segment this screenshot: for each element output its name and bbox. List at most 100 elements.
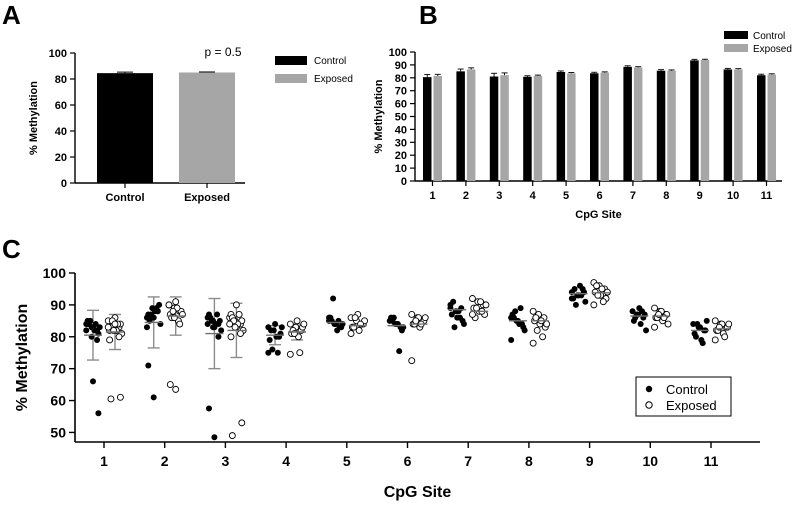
panel-c-legend-box	[635, 376, 732, 417]
panel-c-point-control	[215, 333, 222, 340]
panel-a-y-axis-label: % Methylation	[28, 81, 40, 155]
panel-c-x-tick-label: 7	[464, 453, 472, 469]
panel-c-point-control	[94, 336, 101, 343]
panel-c-scatter-chart: 50 60 70 80 90 100 % Methylation 1 2 3 4 5 6 7 8 9 10 11 C…	[14, 265, 760, 501]
panel-c-point-control	[643, 327, 650, 334]
panel-c-point-control	[521, 327, 528, 334]
panel-c-point-exposed	[725, 320, 733, 328]
panel-b-bar-exposed	[433, 75, 442, 181]
panel-c-point-control	[510, 314, 517, 321]
panel-b-bar-control	[423, 77, 432, 181]
panel-a-legend-swatch	[275, 74, 307, 83]
panel-c-point-control	[576, 282, 583, 289]
panel-c-x-tick-label: 10	[643, 453, 659, 469]
panel-b-y-tick-label: 50	[395, 112, 407, 124]
panel-c-point-control	[456, 314, 463, 321]
panel-a-legend-label: Control	[314, 56, 346, 67]
panel-b-y-tick-label: 40	[395, 124, 407, 136]
panel-c-point-exposed	[593, 282, 600, 290]
panel-b-bar-control	[690, 60, 699, 182]
panel-c-point-control	[703, 317, 710, 324]
panel-b-y-tick-label: 20	[395, 150, 407, 162]
panel-b-x-tick-label: 10	[727, 190, 739, 202]
panel-c-letter: C	[2, 234, 21, 264]
panel-c-point-exposed	[236, 330, 244, 338]
panel-c-point-exposed	[115, 333, 123, 341]
panel-c-point-control	[334, 327, 341, 334]
panel-c-point-control	[211, 434, 218, 441]
panel-c-point-exposed	[231, 323, 239, 331]
panel-c-point-exposed	[238, 419, 246, 427]
panel-c-y-tick-label: 80	[50, 329, 66, 345]
panel-c-point-exposed	[421, 314, 429, 322]
panel-c-legend-label: Exposed	[666, 398, 717, 413]
panel-c-x-tick-label: 4	[282, 453, 290, 469]
panel-c-point-exposed	[286, 350, 294, 358]
panel-c-point-exposed	[598, 285, 606, 293]
panel-b-bar-control	[590, 73, 599, 181]
panel-c-point-exposed	[477, 298, 484, 306]
panel-c-point-control	[216, 317, 223, 324]
panel-c-point-control	[143, 324, 150, 331]
panel-c-x-tick-label: 2	[161, 453, 169, 469]
panel-c-point-exposed	[169, 307, 177, 315]
panel-c-point-control	[582, 298, 589, 305]
panel-c-x-tick-label: 8	[525, 453, 533, 469]
panel-b-bar-control	[723, 69, 733, 181]
panel-c-point-control	[218, 327, 225, 334]
panel-b-bar-exposed	[466, 69, 476, 181]
panel-c-point-exposed	[408, 311, 416, 318]
panel-b-bar-exposed	[767, 74, 776, 181]
panel-c-point-exposed	[532, 314, 540, 322]
panel-c-point-control	[269, 346, 276, 353]
panel-c-point-control	[266, 336, 273, 343]
panel-b-x-axis-label: CpG Site	[575, 209, 621, 221]
panel-c-x-tick-label: 1	[100, 453, 108, 469]
panel-b-x-tick-label: 4	[530, 190, 537, 202]
panel-c-point-control	[460, 321, 467, 328]
panel-b-x-tick-label: 5	[563, 190, 569, 202]
panel-a-y-tick-label: 80	[55, 74, 67, 86]
panel-c-point-exposed	[165, 301, 173, 309]
panel-c-point-exposed	[235, 311, 243, 318]
panel-c-point-control	[390, 314, 397, 321]
panel-a-y-tick-label: 40	[55, 126, 67, 138]
panel-b-y-tick-label: 30	[395, 137, 407, 149]
panel-a-x-tick-label: Control	[105, 192, 144, 204]
panel-b-x-tick-label: 8	[663, 190, 669, 202]
panel-b-legend-swatch	[724, 31, 748, 39]
panel-c-point-control	[268, 327, 275, 334]
panel-c-point-control	[692, 333, 699, 340]
panel-c-point-exposed	[351, 314, 359, 322]
panel-c-y-axis-label: % Methylation	[14, 304, 31, 412]
panel-b-bar-control	[456, 71, 465, 181]
panel-b-legend-swatch	[724, 44, 748, 52]
panel-c-point-control	[150, 394, 157, 401]
panel-a-bar-control	[97, 73, 153, 183]
panel-c-point-control	[278, 324, 285, 331]
panel-a-letter: A	[2, 0, 21, 30]
panel-b-bar-control	[656, 70, 666, 181]
panel-c-point-control	[149, 314, 156, 321]
panel-c-x-tick-label: 6	[404, 453, 412, 469]
panel-b-y-tick-label: 90	[395, 60, 407, 72]
panel-c-point-exposed	[176, 320, 184, 328]
panel-c-point-exposed	[412, 317, 420, 325]
panel-a-p-value: p = 0.5	[204, 45, 241, 59]
panel-b-bar-exposed	[567, 73, 576, 181]
panel-c-point-control	[448, 311, 455, 318]
panel-c-point-control	[272, 321, 279, 328]
panel-b-y-tick-label: 60	[395, 99, 407, 111]
panel-b-x-tick-label: 9	[697, 190, 703, 202]
panel-c-y-tick-label: 90	[50, 297, 66, 313]
panel-c-point-control	[204, 321, 211, 328]
panel-c-point-exposed	[111, 320, 119, 328]
panel-c-point-control	[508, 336, 515, 343]
panel-c-point-exposed	[721, 333, 729, 341]
panel-c-point-control	[572, 301, 579, 308]
panel-c-point-exposed	[711, 336, 719, 344]
panel-c-point-control	[206, 405, 212, 412]
panel-c-point-exposed	[296, 349, 304, 357]
panel-c-point-control	[694, 321, 701, 328]
panel-c-point-control	[516, 321, 523, 328]
